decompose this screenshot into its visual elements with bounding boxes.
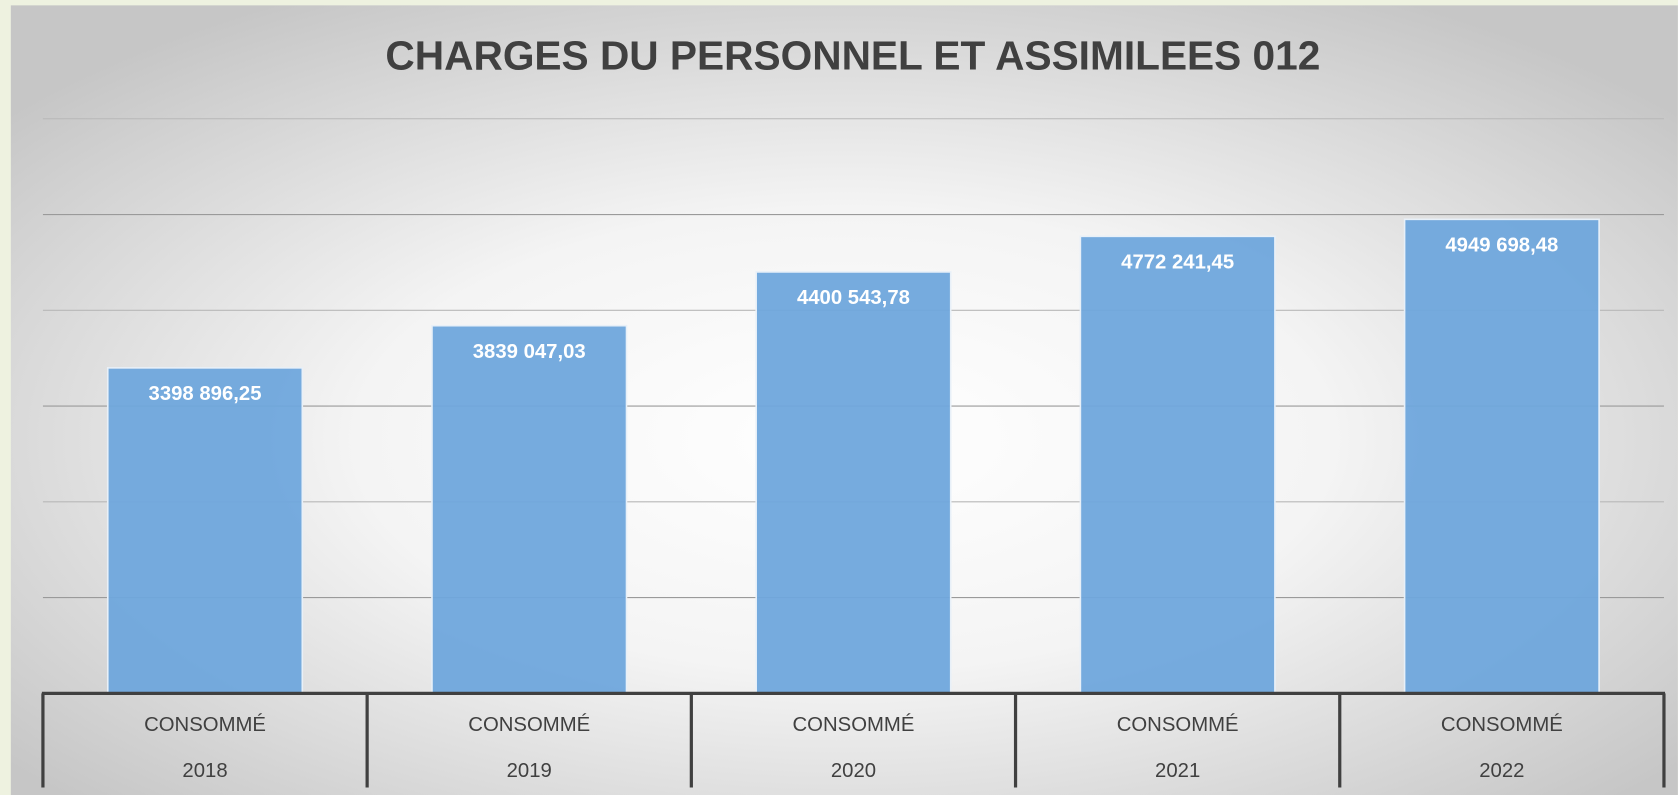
x-tick-label: CONSOMMÉ (1441, 713, 1563, 736)
x-tick-label: CONSOMMÉ (1117, 713, 1239, 736)
bar (1079, 235, 1276, 695)
x-tick-label: CONSOMMÉ (468, 713, 590, 736)
x-tick-label: 2020 (831, 760, 876, 782)
chart-title: CHARGES DU PERSONNEL ET ASSIMILEES 012 (385, 33, 1320, 79)
bar (755, 271, 952, 695)
x-tick-label: CONSOMMÉ (793, 713, 915, 736)
data-label: 3398 896,25 (149, 383, 262, 405)
data-label: 4772 241,45 (1121, 251, 1234, 273)
x-tick-label: 2019 (507, 760, 552, 782)
data-label: 4400 543,78 (797, 287, 910, 309)
x-tick-label: 2018 (182, 760, 227, 782)
data-label: 4949 698,48 (1445, 234, 1558, 256)
x-tick-label: CONSOMMÉ (144, 713, 266, 736)
x-tick-label: 2021 (1155, 760, 1200, 782)
bar (1403, 218, 1600, 695)
bar (106, 367, 304, 695)
x-tick-label: 2022 (1479, 760, 1524, 782)
data-label: 3839 047,03 (473, 341, 586, 363)
bar (431, 324, 628, 695)
